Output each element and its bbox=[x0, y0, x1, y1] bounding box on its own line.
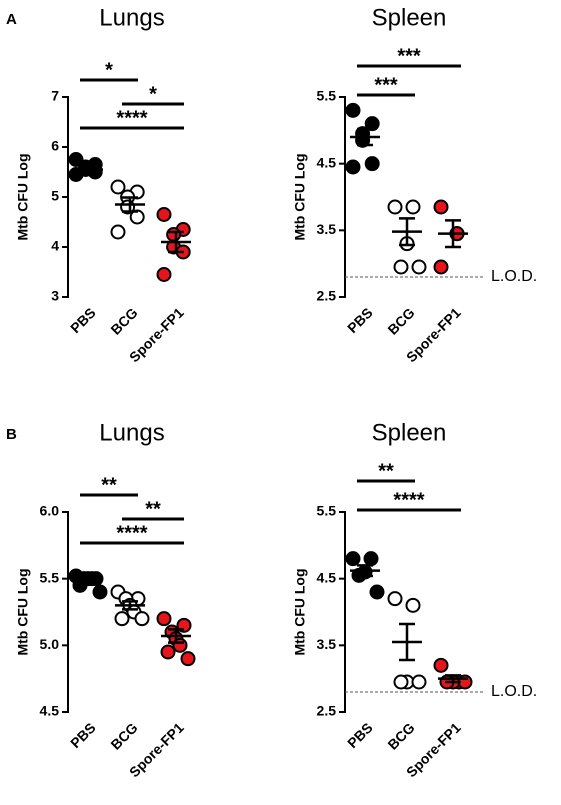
y-tick-label: 5.5 bbox=[40, 569, 60, 585]
data-point bbox=[68, 167, 84, 182]
data-point bbox=[134, 611, 150, 627]
data-point bbox=[156, 611, 172, 627]
x-tick-label: BCG bbox=[107, 304, 140, 337]
significance-label: * bbox=[105, 59, 113, 81]
y-tick-label: 4.5 bbox=[317, 154, 337, 170]
sem-bar bbox=[399, 622, 415, 662]
x-tick-label: BCG bbox=[384, 304, 417, 337]
data-point bbox=[92, 584, 108, 600]
data-point bbox=[160, 644, 176, 660]
sem-bar bbox=[122, 600, 138, 611]
y-tick-label: 5.5 bbox=[317, 503, 337, 519]
sem-bar bbox=[445, 219, 461, 249]
y-tick-label: 3.5 bbox=[317, 636, 337, 652]
data-point bbox=[369, 584, 385, 600]
sem-bar bbox=[80, 574, 96, 583]
data-point bbox=[393, 259, 409, 275]
y-tick-label: 3 bbox=[51, 288, 59, 304]
data-point bbox=[110, 224, 126, 240]
data-point bbox=[433, 657, 449, 673]
lod-label: L.O.D. bbox=[491, 268, 537, 285]
y-axis-label: Mtb CFU Log bbox=[292, 153, 308, 240]
sem-bar bbox=[357, 127, 373, 147]
chart-title: Lungs bbox=[99, 4, 164, 31]
data-point bbox=[363, 551, 379, 567]
x-tick-label: PBS bbox=[344, 304, 376, 336]
significance-label: *** bbox=[374, 74, 398, 96]
y-axis-label: Mtb CFU Log bbox=[15, 153, 31, 240]
significance-label: *** bbox=[397, 45, 421, 67]
significance-label: **** bbox=[116, 522, 147, 544]
significance-label: ** bbox=[145, 498, 161, 520]
significance-label: ** bbox=[101, 474, 117, 496]
data-point bbox=[393, 674, 409, 690]
sem-bar bbox=[399, 217, 415, 247]
significance-label: * bbox=[149, 83, 157, 105]
y-tick-label: 3.5 bbox=[317, 221, 337, 237]
data-point bbox=[433, 259, 449, 275]
data-point bbox=[345, 159, 361, 175]
panel-label: B bbox=[6, 426, 17, 443]
data-point bbox=[156, 267, 172, 282]
y-tick-label: 7 bbox=[51, 88, 59, 104]
x-tick-label: BCG bbox=[384, 719, 417, 752]
significance-label: **** bbox=[393, 489, 424, 511]
data-point bbox=[364, 156, 380, 172]
significance-label: ** bbox=[378, 460, 394, 482]
y-tick-label: 5 bbox=[51, 188, 59, 204]
data-point bbox=[405, 199, 421, 215]
x-tick-label: BCG bbox=[107, 719, 140, 752]
y-axis-label: Mtb CFU Log bbox=[292, 568, 308, 655]
chart-title: Spleen bbox=[372, 419, 447, 446]
data-point bbox=[411, 259, 427, 275]
sem-bar bbox=[357, 564, 373, 578]
y-tick-label: 6.0 bbox=[40, 503, 60, 519]
chart-title: Spleen bbox=[372, 4, 447, 31]
y-tick-label: 2.5 bbox=[317, 703, 337, 719]
sem-bar bbox=[168, 230, 184, 254]
y-axis-label: Mtb CFU Log bbox=[15, 568, 31, 655]
data-point bbox=[156, 207, 172, 222]
x-tick-label: PBS bbox=[344, 719, 376, 751]
y-tick-label: 5.0 bbox=[40, 636, 60, 652]
data-point bbox=[411, 674, 427, 690]
data-point bbox=[405, 597, 421, 613]
chart-title: Lungs bbox=[99, 419, 164, 446]
data-point bbox=[387, 199, 403, 215]
y-tick-label: 4.5 bbox=[40, 703, 60, 719]
data-point bbox=[345, 551, 361, 567]
data-point bbox=[433, 199, 449, 215]
data-point bbox=[114, 611, 130, 627]
y-tick-label: 6 bbox=[51, 138, 59, 154]
sem-bar bbox=[122, 196, 138, 213]
data-point bbox=[345, 102, 361, 118]
y-tick-label: 4.5 bbox=[317, 569, 337, 585]
data-point bbox=[180, 651, 196, 667]
sem-bar bbox=[80, 166, 96, 173]
data-point bbox=[387, 591, 403, 607]
x-tick-label: PBS bbox=[67, 304, 99, 336]
y-tick-label: 2.5 bbox=[317, 288, 337, 304]
sem-bar bbox=[168, 628, 184, 644]
y-tick-label: 5.5 bbox=[317, 88, 337, 104]
data-point bbox=[166, 227, 182, 242]
sem-bar bbox=[445, 674, 461, 684]
data-point bbox=[68, 152, 84, 167]
x-tick-label: PBS bbox=[67, 719, 99, 751]
panel-label: A bbox=[6, 11, 17, 28]
y-tick-label: 4 bbox=[51, 238, 59, 254]
lod-label: L.O.D. bbox=[491, 683, 537, 700]
significance-label: **** bbox=[116, 107, 147, 129]
data-point bbox=[110, 179, 126, 195]
